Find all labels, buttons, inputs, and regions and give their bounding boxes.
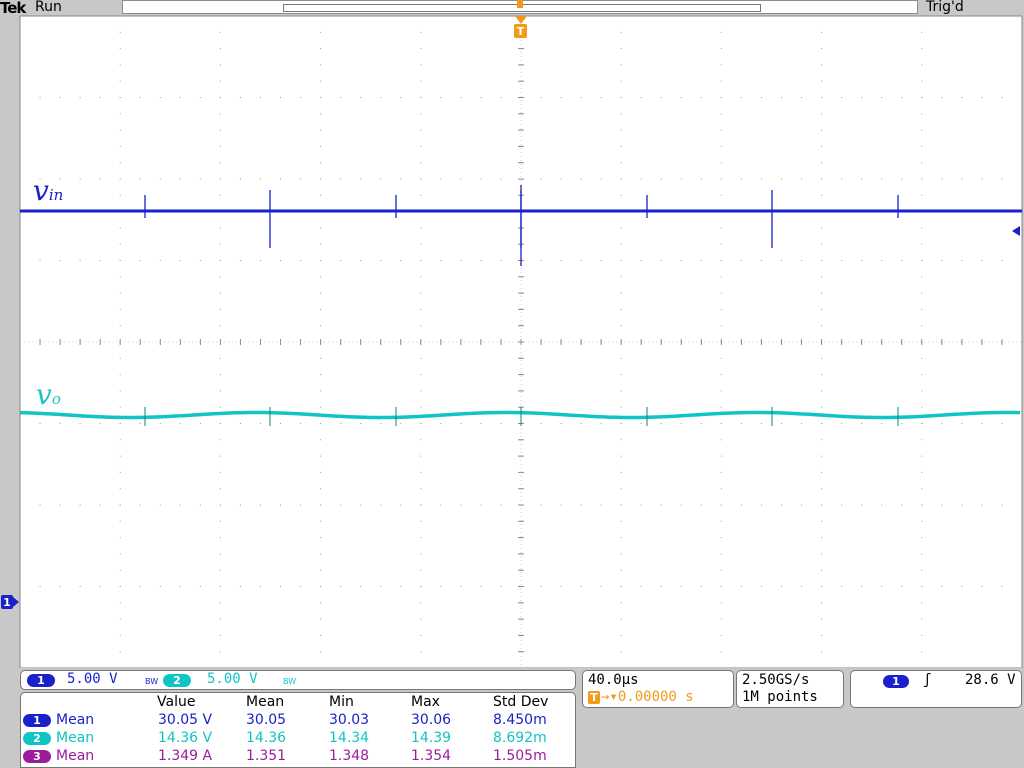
column-header-min: Min bbox=[329, 694, 354, 710]
ch2-scale[interactable]: 5.00 V bbox=[207, 671, 258, 687]
sample-rate: 2.50GS/s bbox=[742, 672, 810, 688]
vin-trace-label: vin bbox=[33, 174, 64, 207]
meas-row3-value: 1.349 A bbox=[158, 748, 213, 764]
trigger-position-marker[interactable] bbox=[517, 0, 523, 8]
meas-row1-min: 30.03 bbox=[329, 712, 370, 728]
ch1-indicator[interactable]: 1 bbox=[27, 674, 55, 687]
ch2-bw-limit: BW bbox=[283, 677, 297, 686]
meas-row2-value: 14.36 V bbox=[158, 730, 213, 746]
ch2-indicator[interactable]: 2 bbox=[163, 674, 191, 687]
meas-row3-std-dev: 1.505m bbox=[493, 748, 547, 764]
meas-row1-std-dev: 8.450m bbox=[493, 712, 547, 728]
meas-row2-std-dev: 8.692m bbox=[493, 730, 547, 746]
trigger-position-label: T bbox=[517, 25, 525, 38]
left-bezel bbox=[0, 16, 20, 668]
trigger-source[interactable]: 1 bbox=[883, 675, 909, 688]
status-bar: Tek Run Trig'd bbox=[0, 0, 1024, 17]
ch1-ground-marker[interactable]: 1 bbox=[1, 595, 19, 609]
meas-row3-min: 1.348 bbox=[329, 748, 370, 764]
trigger-level-marker[interactable] bbox=[1012, 226, 1020, 236]
ch1-ground-label: 1 bbox=[3, 596, 11, 609]
meas-row3-channel: 3 bbox=[23, 750, 51, 763]
column-header-max: Max bbox=[411, 694, 440, 710]
meas-row1-value: 30.05 V bbox=[158, 712, 213, 728]
timebase-box[interactable]: 40.0µs T →▾0.00000 s bbox=[582, 670, 734, 708]
meas-row3-max: 1.354 bbox=[411, 748, 452, 764]
meas-row1-max: 30.06 bbox=[411, 712, 452, 728]
ch1-bw-limit: BW bbox=[145, 677, 159, 686]
trigger-status: Trig'd bbox=[926, 0, 964, 15]
waveform-traces bbox=[19, 185, 1022, 426]
right-bezel bbox=[1022, 16, 1024, 668]
meas-row1-channel: 1 bbox=[23, 714, 51, 727]
meas-row2-type[interactable]: Mean bbox=[56, 730, 95, 746]
meas-row1-type[interactable]: Mean bbox=[56, 712, 95, 728]
meas-row2-mean: 14.36 bbox=[246, 730, 287, 746]
column-header-mean: Mean bbox=[246, 694, 285, 710]
meas-row3-type[interactable]: Mean bbox=[56, 748, 95, 764]
time-per-div[interactable]: 40.0µs bbox=[588, 672, 639, 688]
measurement-table[interactable]: Value Mean Min Max Std Dev 1 Mean 30.05 … bbox=[20, 692, 576, 768]
trigger-level[interactable]: 28.6 V bbox=[965, 672, 1016, 688]
column-header-std-dev: Std Dev bbox=[493, 694, 549, 710]
trigger-slope-icon[interactable]: ʃ bbox=[923, 672, 932, 688]
meas-row2-min: 14.34 bbox=[329, 730, 370, 746]
brand-logo: Tek bbox=[0, 0, 26, 17]
trigger-delay-icon: T bbox=[588, 691, 600, 704]
channel-scale-box[interactable]: 1 5.00 V BW 2 5.00 V BW bbox=[20, 670, 576, 690]
meas-row2-channel: 2 bbox=[23, 732, 51, 745]
acquisition-box[interactable]: 2.50GS/s 1M points bbox=[736, 670, 844, 708]
record-length: 1M points bbox=[742, 689, 818, 705]
meas-row1-mean: 30.05 bbox=[246, 712, 287, 728]
run-status[interactable]: Run bbox=[35, 0, 62, 15]
meas-row3-mean: 1.351 bbox=[246, 748, 287, 764]
graticule bbox=[19, 15, 1023, 669]
meas-row2-max: 14.39 bbox=[411, 730, 452, 746]
ch1-scale[interactable]: 5.00 V bbox=[67, 671, 118, 687]
trigger-box[interactable]: 1 ʃ 28.6 V bbox=[850, 670, 1022, 708]
column-header-value: Value bbox=[157, 694, 196, 710]
trigger-position-icon[interactable]: T bbox=[514, 16, 527, 38]
vo-trace-label: vo bbox=[36, 378, 61, 411]
trigger-delay[interactable]: →▾0.00000 s bbox=[601, 689, 694, 705]
